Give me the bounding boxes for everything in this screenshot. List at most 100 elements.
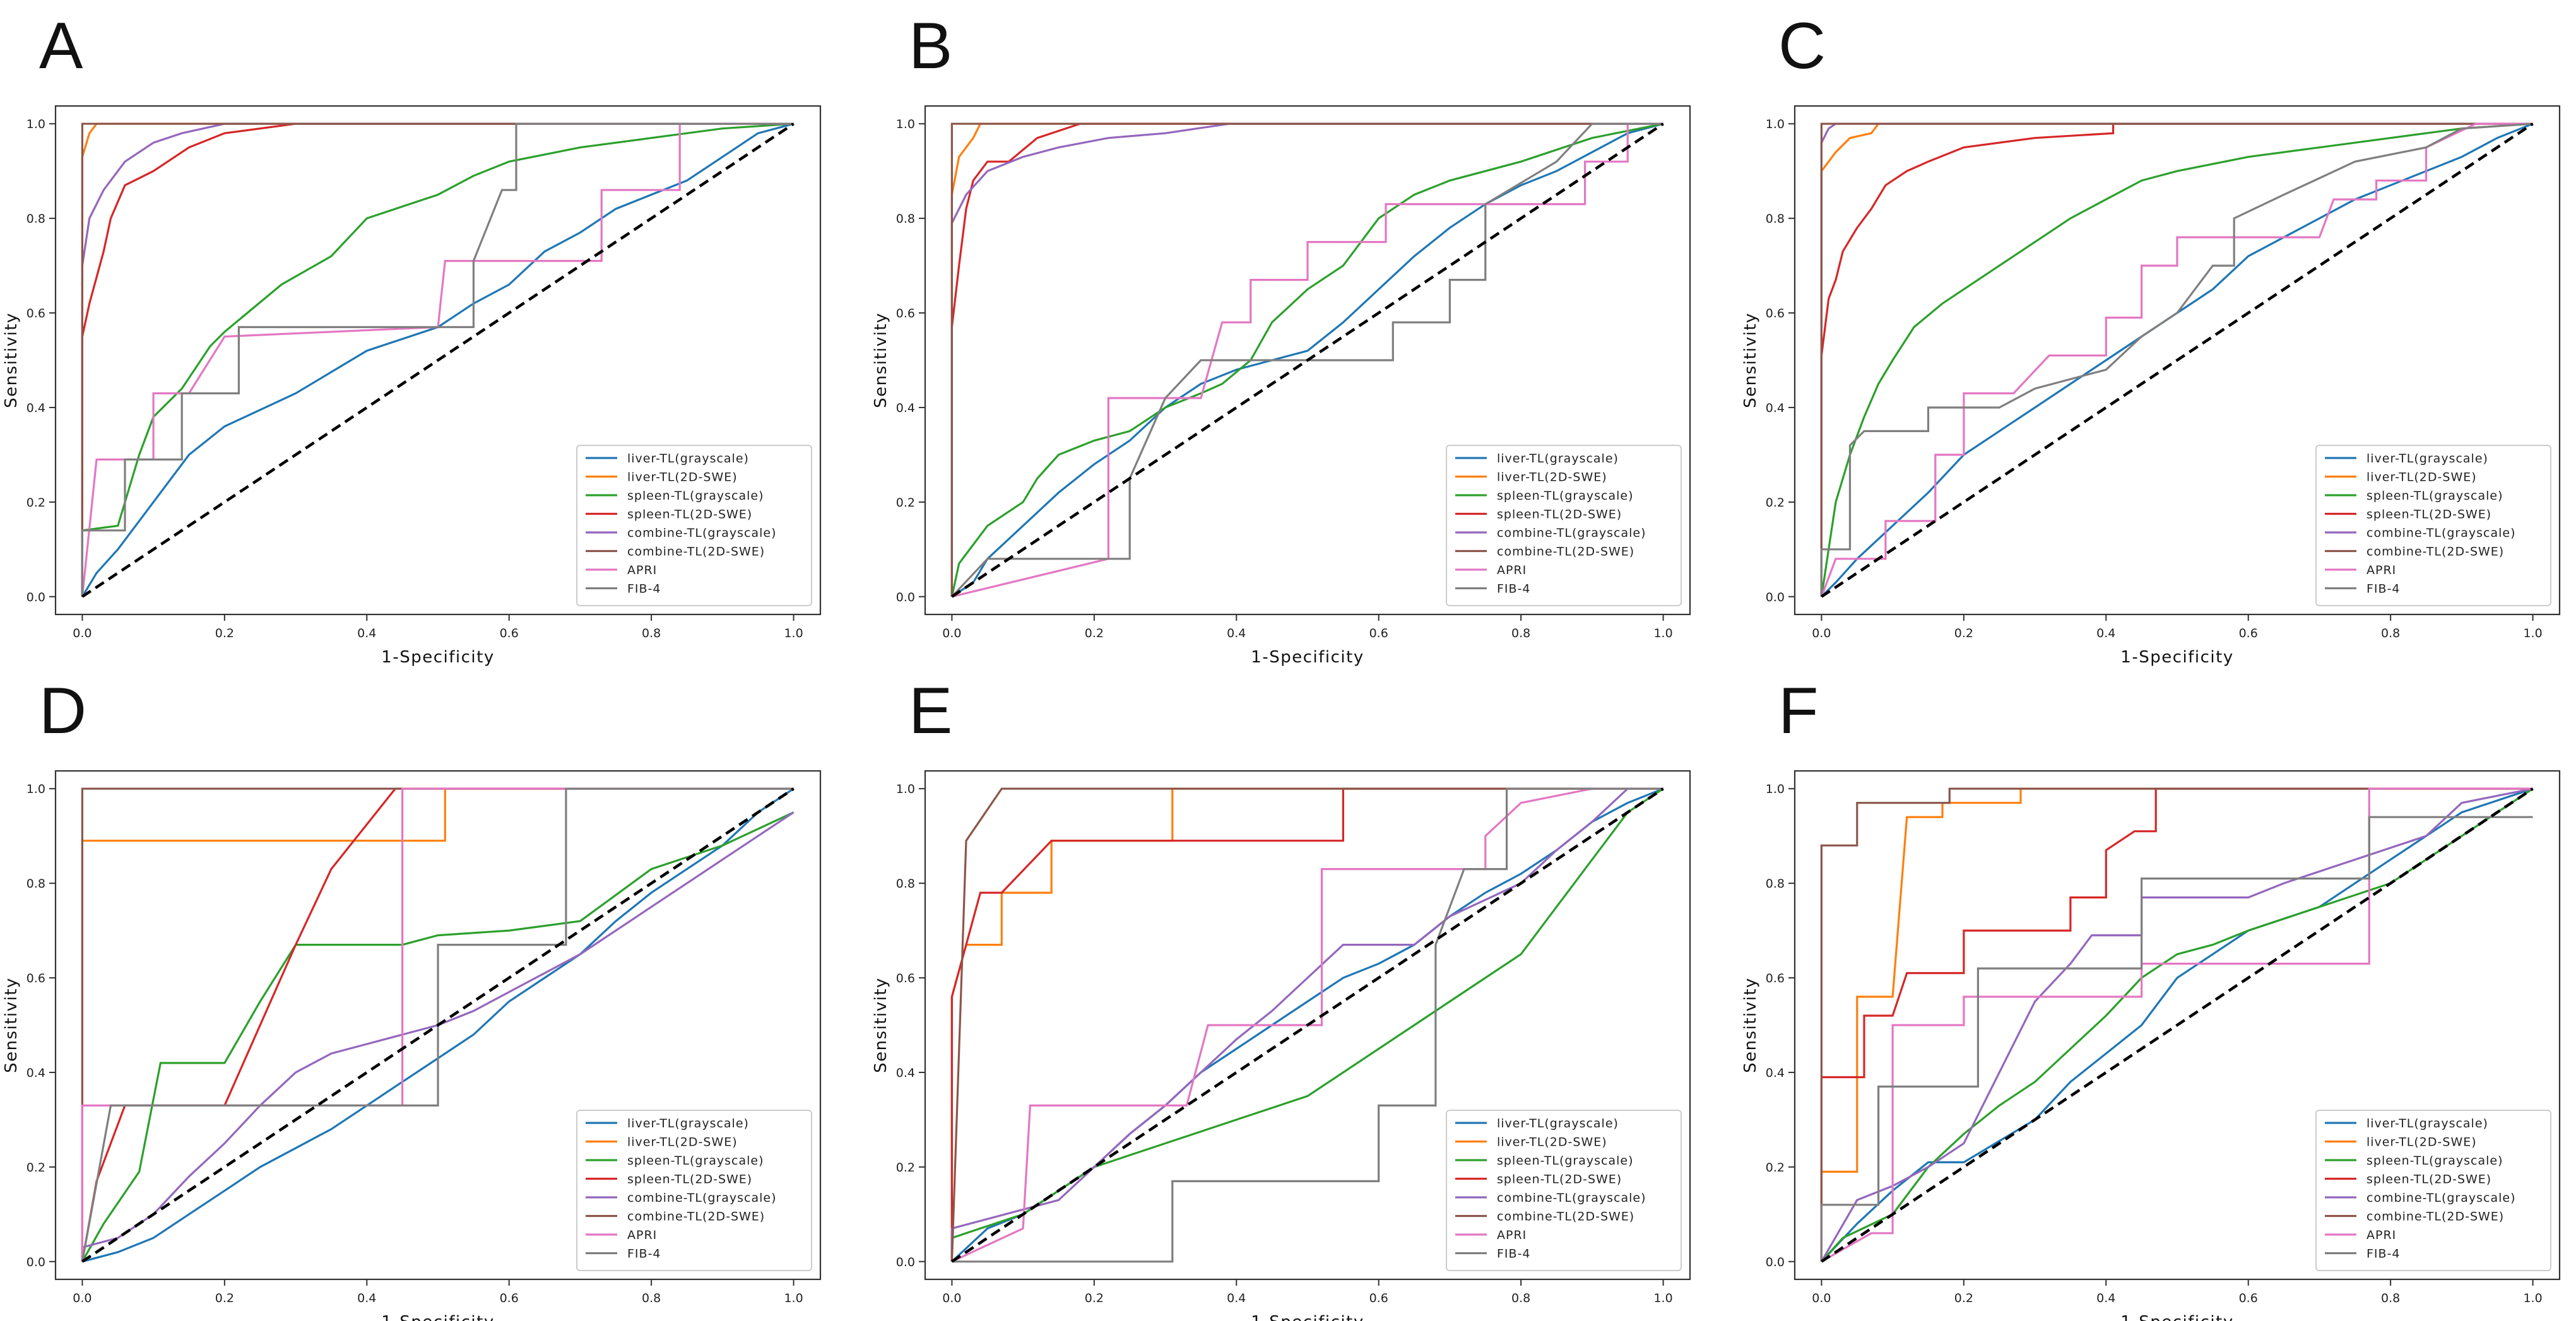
x-axis-label: 1-Specificity	[2120, 648, 2233, 667]
x-tick-label: 0.2	[1085, 1291, 1104, 1305]
y-tick-label: 0.8	[1766, 212, 1785, 226]
series-line-combine-tl-grayscale	[81, 122, 794, 597]
series-line-combine-tl-2d-swe	[950, 122, 1663, 597]
legend-entry: APRI	[627, 1228, 657, 1242]
y-tick-label: 0.4	[896, 1066, 915, 1080]
x-tick-label: 0.0	[942, 626, 961, 640]
legend-entry: APRI	[1497, 1228, 1527, 1242]
x-tick-label: 0.8	[642, 626, 661, 640]
legend: liver-TL(grayscale) liver-TL(2D-SWE) splee…	[1446, 445, 1682, 606]
y-tick-label: 0.0	[1766, 1255, 1785, 1269]
legend-entry: combine-TL(grayscale)	[1497, 1191, 1646, 1205]
x-tick-label: 0.4	[1227, 1291, 1246, 1305]
y-tick-label: 0.0	[896, 1255, 915, 1269]
x-tick-label: 0.2	[1954, 1291, 1973, 1305]
y-tick-label: 0.4	[1766, 401, 1785, 415]
y-tick-label: 0.0	[1766, 590, 1785, 604]
roc-panel-d: D 0.0 0.2 0.4 0.6 0.8 1.0 0.0 0.2 0.4 0.6 0.8 1.0 1-S…	[2, 674, 822, 1321]
legend-entry: liver-TL(grayscale)	[627, 1117, 749, 1130]
roc-panel-e: E 0.0 0.2 0.4 0.6 0.8 1.0 0.0 0.2 0.4 0.6 0.8 1.0 1-S…	[871, 674, 1691, 1321]
roc-panel-f: F 0.0 0.2 0.4 0.6 0.8 1.0 0.0 0.2 0.4 0.6 0.8 1.0 1-S…	[1741, 674, 2561, 1321]
y-axis-label: Sensitivity	[1741, 312, 1760, 408]
legend-entry: spleen-TL(grayscale)	[627, 489, 764, 503]
legend: liver-TL(grayscale) liver-TL(2D-SWE) splee…	[576, 1110, 812, 1271]
y-tick-label: 1.0	[27, 117, 45, 131]
legend-entry: combine-TL(2D-SWE)	[1497, 1210, 1634, 1224]
x-tick-label: 0.4	[357, 626, 376, 640]
legend-entry: APRI	[2366, 1228, 2396, 1242]
x-tick-label: 1.0	[2523, 626, 2542, 640]
y-tick-label: 0.4	[1766, 1066, 1785, 1080]
legend-entry: spleen-TL(grayscale)	[2366, 1154, 2503, 1168]
x-tick-label: 0.0	[1812, 1291, 1831, 1305]
series-group	[81, 122, 795, 598]
x-tick-label: 0.8	[1511, 1291, 1530, 1305]
legend-entry: FIB-4	[2366, 1247, 2401, 1261]
series-group	[81, 787, 795, 1263]
y-tick-label: 0.4	[896, 401, 915, 415]
x-tick-label: 0.2	[215, 626, 234, 640]
roc-panel-a: A 0.0 0.2 0.4 0.6 0.8 1.0 0.0 0.2 0.4 0.6 0.8 1.0 1-S…	[2, 9, 822, 667]
legend-entry: combine-TL(2D-SWE)	[627, 545, 765, 559]
legend-entry: spleen-TL(grayscale)	[2366, 489, 2503, 503]
y-axis-label: Sensitivity	[871, 312, 890, 408]
panel-label: A	[39, 9, 83, 83]
legend-entry: combine-TL(2D-SWE)	[1497, 545, 1634, 559]
y-tick-label: 0.8	[1766, 877, 1785, 891]
legend-entry: FIB-4	[2366, 582, 2401, 596]
legend-entry: APRI	[2366, 563, 2396, 577]
roc-panel-c: C 0.0 0.2 0.4 0.6 0.8 1.0 0.0 0.2 0.4 0.6 0.8 1.0 1-S…	[1741, 9, 2561, 667]
legend-entry: FIB-4	[1497, 1247, 1531, 1261]
legend-entry: spleen-TL(2D-SWE)	[1497, 508, 1622, 522]
legend-entry: liver-TL(2D-SWE)	[627, 471, 738, 484]
y-tick-label: 0.2	[896, 1161, 915, 1175]
legend-entry: combine-TL(2D-SWE)	[2366, 1210, 2504, 1224]
chance-diagonal	[951, 787, 1664, 1263]
legend-entry: APRI	[627, 563, 657, 577]
series-line-fib-4	[952, 787, 1663, 1263]
y-tick-label: 0.6	[1766, 307, 1785, 320]
y-tick-label: 0.2	[896, 496, 915, 510]
legend-entry: combine-TL(2D-SWE)	[627, 1210, 765, 1224]
legend-entry: FIB-4	[627, 1247, 661, 1261]
y-axis-label: Sensitivity	[1741, 977, 1760, 1073]
legend-entry: combine-TL(grayscale)	[1497, 526, 1646, 540]
y-tick-label: 0.8	[896, 212, 915, 226]
series-line-combine-tl-2d-swe	[1820, 122, 2533, 597]
legend-box	[576, 1110, 812, 1271]
legend-box	[2315, 1110, 2551, 1271]
series-line-spleen-tl-grayscale	[81, 122, 794, 597]
series-line-fib-4	[81, 122, 794, 597]
y-tick-label: 0.6	[896, 972, 915, 985]
panel-label: F	[1778, 674, 1819, 748]
series-group	[950, 787, 1664, 1263]
x-tick-label: 0.0	[942, 1291, 961, 1305]
x-axis-label: 1-Specificity	[2120, 1313, 2233, 1321]
y-tick-label: 0.8	[27, 877, 45, 891]
legend-entry: APRI	[1497, 563, 1527, 577]
y-tick-label: 1.0	[1766, 117, 1785, 131]
series-line-spleen-tl-2d-swe	[81, 122, 794, 597]
legend-entry: combine-TL(grayscale)	[627, 1191, 777, 1205]
legend-box	[1446, 1110, 1682, 1271]
series-line-spleen-tl-grayscale	[950, 122, 1663, 597]
legend-entry: FIB-4	[1497, 582, 1531, 596]
legend-entry: combine-TL(grayscale)	[627, 526, 777, 540]
x-tick-label: 0.4	[2096, 626, 2115, 640]
y-tick-label: 1.0	[1766, 782, 1785, 796]
legend-entry: FIB-4	[627, 582, 661, 596]
legend-entry: liver-TL(2D-SWE)	[2366, 1136, 2477, 1149]
x-tick-label: 0.2	[1954, 626, 1973, 640]
series-line-combine-tl-grayscale	[950, 122, 1663, 597]
x-tick-label: 1.0	[784, 626, 803, 640]
series-line-apri	[1821, 787, 2533, 1263]
series-line-combine-tl-2d-swe	[950, 787, 1663, 1262]
x-tick-label: 0.6	[2239, 626, 2258, 640]
x-tick-label: 0.0	[1812, 626, 1831, 640]
series-group	[1820, 787, 2534, 1263]
y-tick-label: 0.2	[1766, 1161, 1785, 1175]
legend-box	[576, 445, 812, 606]
y-tick-label: 0.4	[27, 401, 45, 415]
x-tick-label: 0.0	[73, 626, 92, 640]
